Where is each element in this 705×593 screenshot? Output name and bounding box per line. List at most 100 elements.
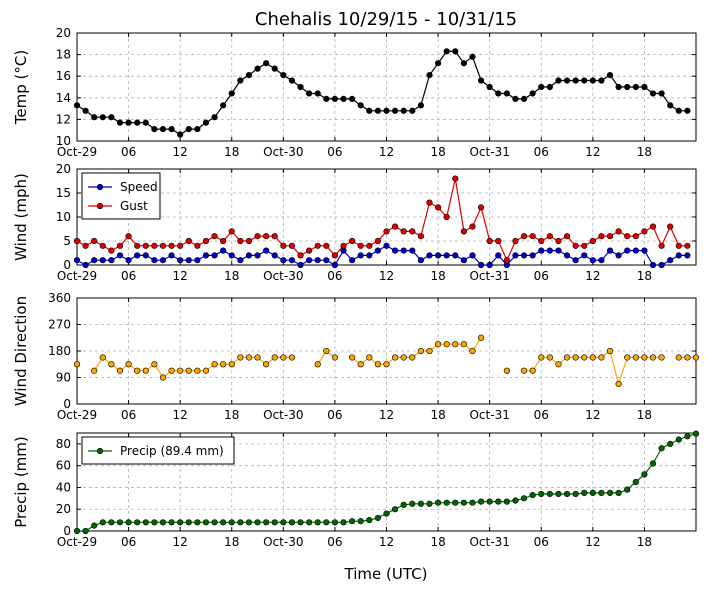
x-tick-label: 06 (121, 408, 136, 422)
x-tick-label: 06 (121, 269, 136, 283)
y-tick-label: 40 (56, 480, 71, 494)
y-tick-label: 270 (48, 318, 71, 332)
series-line (76, 50, 688, 136)
data-point (349, 237, 356, 245)
data-point (426, 252, 433, 259)
data-point (297, 83, 304, 91)
data-point (563, 233, 571, 240)
data-point (357, 252, 364, 259)
series-2-0 (73, 334, 700, 388)
x-tick-label: 18 (637, 408, 652, 422)
data-point (185, 126, 192, 133)
x-tick-label: 12 (585, 408, 600, 422)
data-point (116, 367, 124, 374)
data-point (374, 107, 382, 114)
data-point (331, 95, 339, 102)
data-point (477, 261, 485, 269)
x-tick-label: 12 (173, 145, 188, 159)
data-point (202, 252, 210, 259)
y-tick-label: 15 (56, 186, 71, 200)
data-point (632, 233, 639, 240)
data-point (280, 242, 287, 249)
data-point (503, 257, 510, 264)
y-tick-label: 90 (56, 371, 71, 385)
data-point (555, 361, 562, 368)
data-point (563, 252, 571, 259)
data-point (555, 247, 562, 254)
data-point (237, 77, 244, 84)
y-axis-label: Wind Direction (12, 296, 30, 406)
data-point (280, 257, 287, 264)
chart-title: Chehalis 10/29/15 - 10/31/15 (255, 9, 517, 30)
x-tick-label: 12 (585, 535, 600, 549)
data-point (202, 519, 210, 526)
data-point (228, 252, 235, 259)
data-point (211, 361, 218, 368)
data-point (245, 237, 253, 245)
data-point (134, 519, 141, 526)
x-tick-label: 18 (430, 269, 445, 283)
data-point (314, 361, 321, 368)
legend: Speed Gust (81, 172, 161, 220)
data-point (589, 257, 596, 264)
data-point (426, 500, 433, 507)
data-point (400, 501, 407, 508)
data-point (391, 247, 399, 254)
x-tick-label: 18 (637, 145, 652, 159)
y-tick-label: 80 (56, 437, 71, 451)
data-point (202, 367, 210, 374)
data-point (271, 65, 278, 72)
data-point (460, 341, 467, 348)
data-point (245, 252, 253, 259)
x-tick-label: 06 (327, 535, 342, 549)
data-point (469, 499, 476, 506)
data-point (417, 257, 424, 264)
data-point (477, 77, 485, 84)
series-line (351, 337, 482, 366)
data-point (306, 247, 313, 254)
data-point (452, 252, 459, 259)
data-point (606, 247, 614, 254)
series-precip (73, 430, 700, 535)
x-tick-label: 12 (379, 535, 394, 549)
data-point (237, 354, 244, 361)
data-point (228, 519, 235, 526)
data-point (108, 519, 115, 526)
data-point (99, 257, 106, 264)
data-point (434, 341, 442, 348)
data-point (271, 519, 278, 526)
data-point (443, 252, 450, 259)
data-point (134, 252, 141, 259)
data-point (91, 367, 98, 374)
data-point (452, 48, 459, 55)
data-point (572, 77, 579, 84)
data-point (263, 247, 270, 254)
data-point (306, 519, 313, 526)
legend-box (81, 172, 161, 220)
x-tick-label: Oct-30 (263, 408, 303, 422)
data-point (512, 252, 519, 259)
data-point (675, 252, 682, 259)
data-point (254, 252, 261, 259)
data-point (538, 354, 545, 361)
data-point (125, 119, 132, 126)
series-gust (73, 175, 691, 264)
x-tick-label: 12 (379, 269, 394, 283)
data-point (134, 242, 141, 249)
data-point (426, 347, 433, 355)
data-point (684, 252, 691, 259)
data-point (606, 489, 614, 496)
data-point (331, 252, 339, 259)
data-point (211, 114, 218, 121)
data-point (452, 175, 459, 182)
data-point (323, 347, 330, 355)
data-point (185, 367, 192, 374)
data-point (503, 498, 510, 505)
y-tick-label: 60 (56, 459, 71, 473)
data-point (563, 490, 571, 498)
y-tick-label: 14 (56, 91, 71, 105)
data-point (409, 354, 416, 361)
data-point (641, 247, 648, 254)
data-point (125, 361, 132, 368)
data-point (615, 252, 622, 259)
